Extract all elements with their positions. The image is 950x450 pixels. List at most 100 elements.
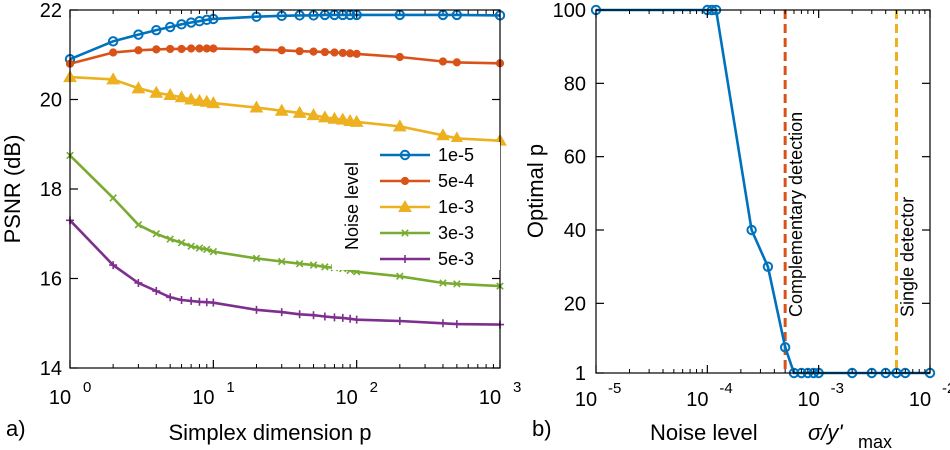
panel-b-x-axis-sub: max — [858, 432, 892, 450]
legend-marker-5e-4 — [400, 176, 410, 186]
panel-b-label: b) — [532, 416, 552, 441]
legend-label-5e-4: 5e-4 — [438, 171, 474, 191]
data-point-3e-3-12 — [295, 259, 304, 268]
data-point-5e-4-1 — [109, 48, 118, 57]
data-point-5e-4-13 — [309, 47, 318, 56]
legend-marker-5e-3 — [401, 255, 409, 263]
y-tick-label: 14 — [40, 358, 62, 380]
y-tick-label: 18 — [40, 179, 62, 201]
data-point-5e-4-16 — [338, 48, 347, 58]
data-point-5e-4-7 — [195, 44, 204, 53]
data-point-3e-3-11 — [277, 257, 286, 266]
x-tick-exponent: -3 — [831, 380, 844, 397]
x-tick-label: 10 — [479, 387, 501, 409]
x-tick-exponent: -2 — [942, 380, 950, 397]
data-point-5e-4-10 — [252, 45, 261, 54]
x-tick-exponent: 1 — [226, 379, 234, 396]
data-point-5e-3-13 — [309, 311, 318, 320]
data-point-5e-3-14 — [320, 312, 329, 321]
y-tick-label: 22 — [40, 0, 62, 22]
data-point-5e-3-4 — [166, 293, 175, 302]
data-point-optimal-p-5 — [762, 261, 774, 272]
data-point-3e-3-1 — [109, 194, 117, 202]
data-point-5e-3-11 — [277, 308, 286, 317]
data-point-5e-4-9 — [209, 44, 218, 53]
y-tick-label: 40 — [564, 220, 586, 242]
panel-a-y-axis-label: PSNR (dB) — [0, 135, 25, 244]
panel-a: 10 0 10 1 10 2 10 3 14 16 18 20 22 a) Simplex dimens… — [0, 0, 521, 445]
x-tick-label: 10 — [336, 387, 358, 409]
y-tick-label: 20 — [40, 90, 62, 112]
threshold-label-0: Complementary detection — [786, 112, 806, 317]
data-point-3e-3-14 — [321, 263, 329, 271]
series-line-1e-3 — [69, 75, 501, 142]
data-point-5e-3-12 — [295, 310, 304, 319]
data-point-1e-3-13 — [306, 108, 321, 121]
data-point-5e-4-4 — [166, 44, 175, 54]
panel-a-label: a) — [6, 416, 26, 441]
data-point-5e-3-3 — [152, 287, 161, 296]
legend-marker-1e-5 — [399, 149, 411, 161]
data-point-1e-5-8 — [201, 14, 212, 26]
data-point-5e-3-15 — [330, 313, 339, 322]
data-point-1e-3-18 — [349, 114, 364, 127]
data-point-5e-3-16 — [338, 313, 347, 322]
panel-b-plot-frame — [595, 9, 931, 374]
data-point-1e-3-12 — [292, 105, 307, 118]
data-point-1e-5-5 — [176, 19, 187, 30]
data-point-5e-4-11 — [277, 46, 286, 55]
data-point-5e-3-2 — [134, 278, 143, 287]
data-point-1e-3-15 — [327, 111, 342, 124]
data-point-3e-3-9 — [209, 247, 218, 256]
panel-b-x-axis-text: Noise level — [650, 420, 758, 445]
x-tick-label: 10 — [192, 387, 214, 409]
x-tick-exponent: -4 — [719, 380, 732, 397]
legend-marker-3e-3 — [401, 229, 409, 237]
data-point-3e-3-19 — [396, 272, 404, 281]
series-line-optimal-p — [596, 8, 930, 375]
data-point-1e-3-2 — [131, 81, 146, 94]
data-point-1e-3-10 — [249, 100, 264, 113]
data-point-5e-3-9 — [209, 298, 218, 307]
y-tick-label: 20 — [564, 293, 586, 315]
data-point-1e-3-5 — [174, 90, 189, 103]
y-tick-label: 80 — [564, 73, 586, 95]
x-tick-exponent: 0 — [83, 379, 91, 396]
data-point-5e-3-18 — [352, 315, 361, 324]
x-tick-label: 10 — [909, 389, 931, 411]
data-point-1e-3-6 — [184, 92, 198, 105]
data-point-3e-3-20 — [439, 279, 447, 287]
data-point-5e-3-5 — [177, 295, 186, 304]
data-point-5e-4-12 — [295, 47, 304, 56]
data-point-3e-3-5 — [177, 238, 186, 247]
legend-label-3e-3: 3e-3 — [438, 223, 474, 243]
data-point-1e-5-4 — [164, 21, 176, 33]
legend-label-1e-3: 1e-3 — [438, 197, 474, 217]
data-point-3e-3-4 — [166, 235, 174, 243]
y-tick-label: 60 — [564, 147, 586, 169]
panel-b-x-axis-label: Noise level σ/y' max — [650, 420, 892, 450]
data-point-3e-3-13 — [309, 261, 318, 269]
data-point-5e-3-7 — [195, 297, 204, 306]
y-tick-label: 100 — [553, 0, 586, 22]
x-tick-label: 10 — [798, 389, 820, 411]
data-point-5e-3-1 — [109, 261, 118, 270]
data-point-5e-4-5 — [177, 44, 186, 54]
data-point-5e-3-19 — [395, 317, 404, 326]
data-point-1e-3-14 — [318, 110, 332, 123]
data-point-1e-3-4 — [163, 88, 178, 101]
data-point-1e-3-19 — [392, 119, 407, 132]
data-point-optimal-p-4 — [746, 224, 757, 236]
panel-a-x-axis-label: Simplex dimension p — [169, 420, 372, 445]
data-point-5e-4-2 — [134, 46, 143, 55]
data-point-1e-5-2 — [133, 29, 144, 40]
y-tick-label: 1 — [575, 363, 586, 385]
data-point-1e-3-20 — [436, 128, 450, 141]
x-tick-exponent: 3 — [513, 379, 521, 396]
data-point-5e-4-14 — [320, 47, 329, 57]
data-point-1e-3-11 — [274, 103, 289, 116]
x-tick-label: 10 — [49, 387, 71, 409]
data-point-1e-3-3 — [149, 85, 164, 98]
data-point-3e-3-21 — [453, 280, 461, 288]
